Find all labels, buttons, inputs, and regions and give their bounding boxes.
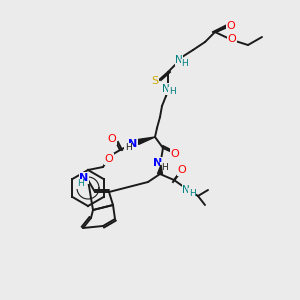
Text: O: O (228, 34, 236, 44)
Text: N: N (128, 139, 138, 149)
Text: O: O (108, 134, 116, 144)
Text: O: O (226, 21, 236, 31)
Text: O: O (105, 154, 113, 164)
Text: N: N (80, 173, 88, 183)
Text: H: H (182, 59, 188, 68)
Polygon shape (137, 137, 155, 144)
Text: N: N (182, 185, 190, 195)
Polygon shape (158, 165, 163, 174)
Text: H: H (124, 143, 131, 152)
Text: H: H (160, 163, 167, 172)
Text: O: O (171, 149, 179, 159)
Text: S: S (152, 76, 159, 86)
Text: H: H (76, 179, 83, 188)
Text: N: N (153, 158, 163, 168)
Text: H: H (189, 188, 195, 197)
Text: N: N (175, 55, 183, 65)
Text: H: H (169, 88, 176, 97)
Text: N: N (162, 84, 170, 94)
Text: O: O (178, 165, 186, 175)
